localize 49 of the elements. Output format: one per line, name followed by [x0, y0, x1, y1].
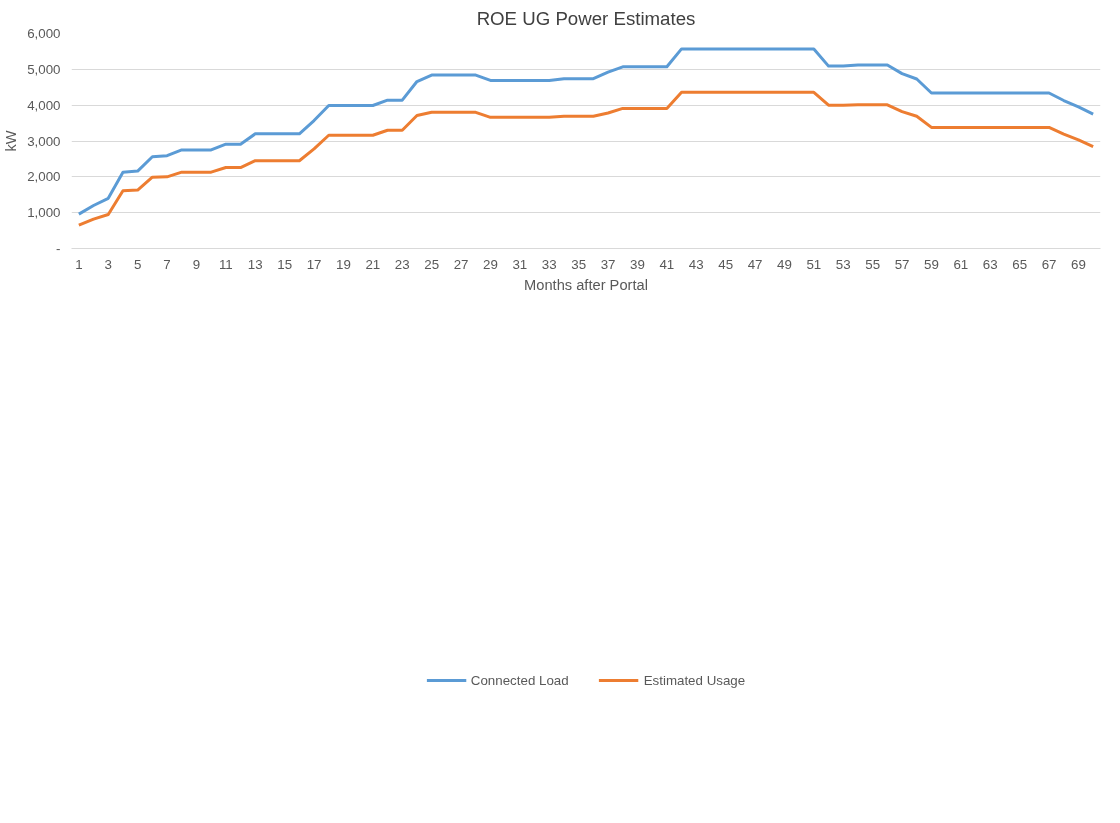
x-tick-label: 55: [865, 256, 881, 272]
x-tick-label: 9: [192, 256, 201, 272]
legend-label: Estimated Usage: [643, 672, 746, 688]
chart-title: ROE UG Power Estimates: [476, 7, 696, 29]
x-tick-label: 35: [571, 256, 587, 272]
line-series: [77, 90, 1095, 227]
x-tick-label: 17: [306, 256, 322, 272]
x-tick-label: 23: [394, 256, 410, 272]
x-tick-label: 47: [747, 256, 763, 272]
legend-label: Connected Load: [470, 672, 569, 688]
x-tick-label: 61: [953, 256, 969, 272]
x-tick-label: 63: [982, 256, 998, 272]
x-tick-label: 67: [1041, 256, 1057, 272]
y-tick-label: 1,000: [27, 205, 61, 221]
x-tick-label: 27: [453, 256, 469, 272]
x-tick-label: 31: [512, 256, 528, 272]
y-tick-label: 2,000: [27, 169, 61, 185]
x-tick-label: 37: [600, 256, 616, 272]
x-tick-label: 5: [133, 256, 142, 272]
x-axis-title: Months after Portal: [524, 276, 648, 293]
y-tick-label: -: [56, 241, 61, 256]
x-tick-label: 13: [247, 256, 263, 272]
y-tick-label: 6,000: [27, 26, 61, 41]
x-tick-label: 15: [277, 256, 293, 272]
y-tick-label: 4,000: [27, 97, 61, 113]
y-tick-label: 3,000: [27, 133, 61, 149]
x-tick-label: 41: [659, 256, 675, 272]
x-tick-label: 33: [541, 256, 557, 272]
x-tick-label: 43: [688, 256, 704, 272]
x-tick-label: 25: [424, 256, 440, 272]
x-tick-label: 65: [1012, 256, 1028, 272]
x-tick-label: 53: [835, 256, 851, 272]
x-tick-label: 11: [218, 256, 233, 272]
x-tick-label: 59: [924, 256, 939, 272]
x-tick-label: 1: [75, 256, 83, 272]
line-series: [77, 47, 1095, 216]
x-tick-label: 19: [336, 256, 351, 272]
x-tick-label: 29: [483, 256, 498, 272]
x-tick-label: 21: [365, 256, 381, 272]
x-tick-label: 45: [718, 256, 734, 272]
x-tick-label: 69: [1071, 256, 1086, 272]
y-axis-title: kW: [3, 130, 20, 152]
x-tick-label: 3: [104, 256, 112, 272]
x-tick-label: 49: [777, 256, 792, 272]
x-tick-label: 57: [894, 256, 910, 272]
x-tick-label: 39: [630, 256, 645, 272]
x-tick-label: 51: [806, 256, 822, 272]
x-tick-label: 7: [163, 256, 171, 272]
y-tick-label: 5,000: [27, 61, 61, 77]
